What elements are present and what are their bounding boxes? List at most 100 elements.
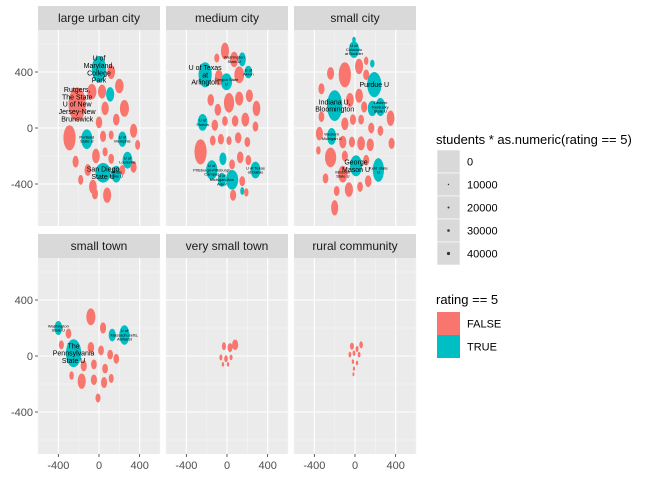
bubble [217,172,226,187]
bubble [338,165,348,183]
bubble [348,41,360,58]
bubble [92,148,100,164]
bubble-label: Kent State [369,165,388,170]
bubble [318,83,325,95]
y-tick-label: -400 [11,407,33,419]
bubble [238,52,246,67]
bubble [103,187,112,203]
facet-panel: very small town -400 0 400 [165,234,289,472]
bubble [80,360,87,372]
bubble [211,119,219,131]
bubble [63,125,76,151]
x-tick-label: -400 [47,460,69,472]
bubble [338,62,351,88]
bubble [108,130,114,140]
bubble [72,155,79,168]
size-legend-key [436,149,461,174]
bubble [355,360,359,366]
bubble [194,139,207,165]
bubble [108,153,115,164]
color-legend-swatch [437,312,460,335]
x-tick-label: -400 [303,460,325,472]
bubble [219,152,227,166]
bubble [367,72,382,98]
bubble [78,174,84,185]
facet-strip-label: small town [71,239,128,253]
bubble-label: Colorado [346,47,363,52]
color-legend: rating == 5 FALSE TRUE [436,292,501,358]
bubble-label: State U [336,174,349,179]
bubble [119,100,129,117]
bubble-label: U of [218,173,226,178]
size-legend-glyph [447,229,450,232]
bubble-label: Massachusetts, [111,332,139,337]
bubble [130,123,138,138]
bubble [318,111,325,123]
bubble-label: Washington [224,55,245,60]
y-tick-label: 400 [15,295,33,307]
bubble [220,73,233,91]
facet-strip [38,6,160,30]
bubble-label: State U [374,109,387,114]
bubble-label: State U [80,139,93,144]
bubble [102,147,108,157]
bubble [98,345,104,356]
bubble [370,59,375,68]
x-tick-label: 0 [96,460,102,472]
bubble [217,133,224,145]
bubble-label: Campus [204,172,219,177]
bubble [223,93,235,113]
x-tick-label: -400 [175,460,197,472]
bubble [368,122,375,134]
bubble [341,117,349,131]
bubble-label: Brunswick [61,116,93,123]
bubble-label: Arlington [191,80,219,87]
bubble [322,173,329,184]
bubble-label: U of [121,328,129,333]
facet-strip [166,6,288,30]
bubble-label: The State [62,94,92,101]
bubble [197,114,208,131]
bubble [229,354,233,361]
bubble [327,90,343,121]
bubble-label: Washington [48,323,69,328]
y-tick-label: -400 [11,179,33,191]
size-legend: students * as.numeric(rating == 5) 0 10000… [436,132,632,266]
bubble [101,101,109,116]
bubble [106,87,115,102]
bubble [113,113,120,126]
bubble [346,93,354,107]
color-legend-title: rating == 5 [436,292,498,307]
bubble [97,84,107,99]
bubble [118,131,127,147]
bubble [363,56,369,65]
bubble-label: Portland [79,135,94,140]
bubble [331,200,339,216]
bubble [234,132,242,144]
bubble [239,176,246,187]
bubble [206,160,218,180]
bubble-label: U of [93,56,106,63]
bubble-label: U of New [63,102,93,109]
bubble [209,135,216,146]
bubble [113,353,120,364]
x-tick-label: 0 [352,460,358,472]
bubble [101,377,108,389]
bubble [315,126,323,141]
bubble-label: U of [245,67,253,72]
bubble [244,65,253,79]
bubble [69,371,74,380]
color-legend-swatch [437,335,460,358]
y-tick-label: 400 [15,67,33,79]
facet-strip-label: rural community [312,239,397,253]
bubble [327,67,335,80]
bubble [108,328,116,342]
facet-strip-label: very small town [186,239,269,253]
bubble [226,136,232,146]
x-tick-label: 400 [258,460,276,472]
x-tick-label: 0 [224,460,230,472]
bubble-label: Akron [243,72,253,77]
size-legend-label: 30000 [467,226,498,238]
